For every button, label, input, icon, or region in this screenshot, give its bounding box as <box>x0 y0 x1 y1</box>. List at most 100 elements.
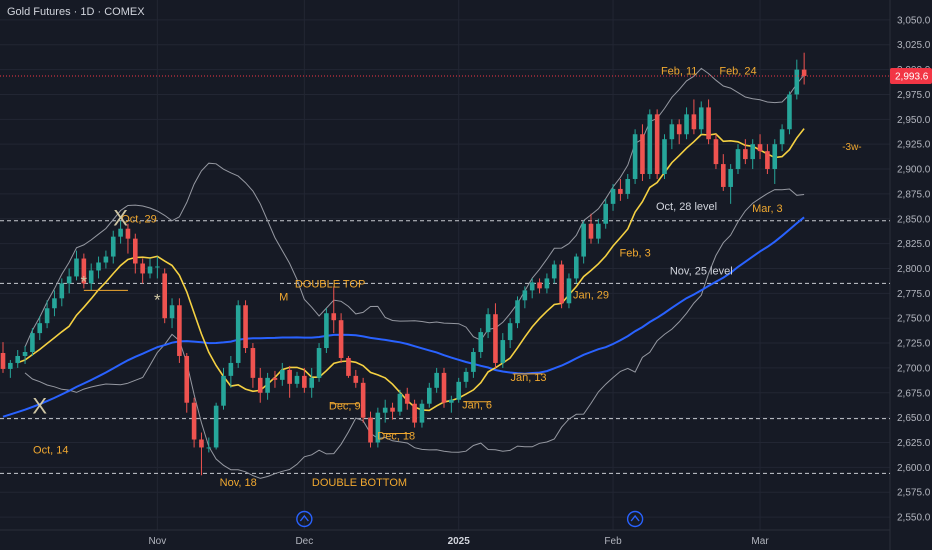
candle-body <box>618 188 623 194</box>
candle <box>434 367 439 393</box>
candle-body <box>559 264 564 304</box>
candle-body <box>574 256 579 279</box>
candle-body <box>81 258 87 284</box>
candle-body <box>698 107 704 130</box>
candle <box>662 134 667 179</box>
candle <box>647 109 653 179</box>
candle-body <box>287 369 292 384</box>
candle <box>515 296 520 329</box>
candle-body <box>735 149 741 170</box>
annotation-label: Oct, 28 level <box>656 201 717 213</box>
annotation-label: DOUBLE BOTTOM <box>312 477 407 489</box>
candle-body <box>515 300 520 324</box>
candle-body <box>794 69 800 95</box>
candle-body <box>52 298 57 309</box>
candle-body <box>155 266 160 268</box>
candle <box>0 342 6 373</box>
candle <box>191 397 197 448</box>
y-tick-label: 2,875.0 <box>897 189 931 200</box>
candle <box>456 377 461 403</box>
candle <box>684 107 689 140</box>
candle <box>250 343 256 388</box>
candle <box>698 101 704 135</box>
candle-body <box>272 377 278 380</box>
candle <box>610 183 616 211</box>
candle-body <box>177 305 182 356</box>
candle <box>640 124 645 181</box>
event-icon <box>626 510 644 528</box>
candle-body <box>691 114 697 130</box>
candle-body <box>184 355 190 403</box>
candle <box>30 328 35 356</box>
annotation-label: Nov, 18 <box>220 477 257 489</box>
candle-body <box>390 407 395 412</box>
candle <box>743 139 748 165</box>
candle <box>265 372 270 400</box>
candle <box>449 395 454 413</box>
candle <box>581 220 586 264</box>
candle-body <box>88 270 94 284</box>
candle <box>59 278 65 307</box>
fast-ma-line <box>17 128 805 412</box>
candle <box>206 437 212 453</box>
candle <box>507 318 513 349</box>
candle <box>37 316 43 341</box>
candle <box>280 362 285 386</box>
annotation-label: Jan, 29 <box>573 289 609 301</box>
candle-body <box>110 236 116 257</box>
candle <box>750 139 755 170</box>
candle-body <box>537 282 542 289</box>
candle-body <box>133 238 138 264</box>
candle-body <box>96 262 101 271</box>
candle <box>618 178 623 201</box>
candle <box>177 298 182 363</box>
annotation-label: Mar, 3 <box>752 203 783 215</box>
candle-body <box>551 264 557 279</box>
candle <box>654 109 660 179</box>
candle-body <box>787 94 792 130</box>
candle-body <box>610 188 616 204</box>
annotation-label: Oct, 14 <box>33 444 68 456</box>
candle-body <box>191 402 197 440</box>
candle-body <box>0 353 6 369</box>
x-tick-label: Feb <box>604 536 622 547</box>
candle <box>213 402 219 450</box>
y-tick-label: 2,650.0 <box>897 413 931 424</box>
candle-body <box>772 144 778 170</box>
candle-body <box>8 362 13 369</box>
candle-body <box>221 375 226 406</box>
annotation-glyph: * <box>81 272 88 291</box>
candle <box>632 129 638 184</box>
annotation-glyph: * <box>154 290 161 309</box>
candle-body <box>368 417 373 443</box>
candle-body <box>338 320 344 358</box>
candle <box>66 268 72 294</box>
annotation-label: Jan, 6 <box>462 400 492 412</box>
candle <box>243 300 248 354</box>
candle-body <box>59 283 65 299</box>
bollinger-upper-line <box>24 67 805 348</box>
candle <box>88 263 94 291</box>
candle <box>199 432 204 476</box>
candle <box>22 346 28 364</box>
candle-body <box>801 69 807 76</box>
candle-body <box>206 447 212 449</box>
y-tick-label: 2,925.0 <box>897 140 931 151</box>
candle <box>397 389 403 416</box>
y-tick-label: 2,850.0 <box>897 214 931 225</box>
annotation-label: Feb, 11 <box>661 66 698 78</box>
candle-body <box>162 273 167 319</box>
y-tick-label: 2,825.0 <box>897 239 931 250</box>
candle <box>235 300 241 368</box>
candle <box>559 260 564 309</box>
candle <box>375 407 381 448</box>
y-tick-label: 3,050.0 <box>897 15 931 26</box>
candle <box>368 411 373 448</box>
candle <box>544 273 550 294</box>
candle-body <box>103 256 109 263</box>
annotation-label: -3w- <box>842 142 861 153</box>
candle <box>228 355 234 388</box>
candle-body <box>757 144 763 152</box>
candle-body <box>625 178 631 194</box>
candle-body <box>331 313 337 321</box>
